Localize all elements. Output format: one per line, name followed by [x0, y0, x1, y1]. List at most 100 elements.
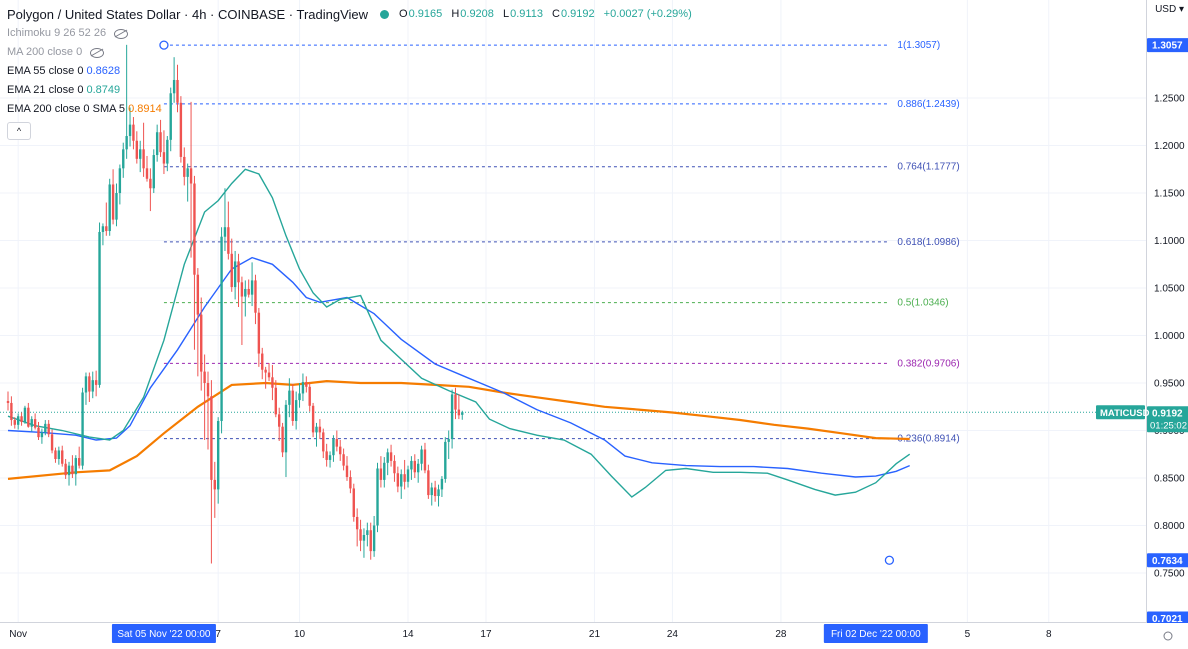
candle-body — [247, 288, 250, 295]
candle-body — [233, 261, 237, 288]
candle-body — [427, 470, 430, 496]
candle-body — [37, 427, 40, 438]
change-value: +0.0027 (+0.29%) — [603, 8, 692, 20]
candle-body — [332, 439, 335, 456]
candle-body — [115, 193, 118, 220]
close-value: 0.9192 — [560, 8, 595, 20]
legend-header: Polygon / United States Dollar · 4h · CO… — [7, 5, 698, 24]
time-tick-label: 21 — [589, 629, 601, 640]
candle-body — [40, 432, 44, 438]
candle-body — [345, 465, 349, 478]
indicator-ema200[interactable]: EMA 200 close 0 SMA 5 0.8914 — [7, 100, 698, 119]
currency-label: USD — [1155, 4, 1177, 15]
candle-body — [91, 380, 94, 392]
candle-body — [328, 455, 332, 460]
candle-body — [240, 282, 244, 297]
time-tick-label: 8 — [1046, 629, 1052, 640]
indicator-ema21[interactable]: EMA 21 close 0 0.8749 — [7, 81, 698, 100]
hidden-eye-icon[interactable] — [90, 47, 105, 58]
time-highlight-tag — [111, 624, 216, 643]
candle-body — [393, 460, 396, 474]
candle-body — [81, 392, 84, 466]
candle-body — [403, 474, 406, 482]
time-tick-label: Nov — [9, 629, 27, 640]
candle-body — [155, 132, 159, 156]
candle-body — [366, 530, 369, 535]
candle-body — [67, 465, 71, 476]
candle-body — [145, 168, 149, 179]
collapse-legend-button[interactable]: ^ — [7, 122, 31, 140]
candle-body — [186, 168, 189, 177]
high-key: H — [451, 8, 460, 20]
candle-body — [77, 458, 81, 466]
indicator-ma200[interactable]: MA 200 close 0 — [7, 43, 698, 62]
candle-body — [325, 451, 328, 460]
hidden-eye-icon[interactable] — [114, 28, 129, 39]
open-value: 0.9165 — [408, 8, 443, 20]
price-tag — [1147, 38, 1188, 53]
candle-body — [30, 419, 33, 427]
fib-level-label: 0.618(1.0986) — [897, 237, 959, 248]
candle-body — [16, 416, 20, 425]
candle-body — [122, 149, 125, 169]
chart-legend: Polygon / United States Dollar · 4h · CO… — [7, 5, 698, 140]
candle-body — [267, 372, 271, 378]
ema-line — [7, 379, 910, 480]
candle-body — [315, 426, 318, 433]
price-tag — [1147, 553, 1188, 568]
candle-body — [111, 184, 115, 220]
candle-body — [54, 450, 57, 459]
currency-selector[interactable]: USD ▾ — [1155, 4, 1184, 15]
time-tick-label: 17 — [480, 629, 492, 640]
symbol-title[interactable]: Polygon / United States Dollar · 4h · CO… — [7, 7, 369, 22]
candle-body — [88, 376, 91, 392]
candle-body — [159, 132, 162, 153]
candle-body — [410, 460, 413, 470]
candle-body — [179, 102, 183, 157]
candle-body — [125, 136, 128, 150]
candle-body — [257, 312, 261, 354]
last-price-label: 0.9192 — [1152, 408, 1183, 419]
time-tick-label: 10 — [294, 629, 306, 640]
candle-body — [135, 140, 139, 159]
candle-body — [230, 253, 233, 288]
candle-body — [6, 401, 10, 403]
candle-body — [261, 353, 264, 370]
candle-body — [84, 376, 88, 393]
candle-body — [166, 139, 169, 164]
price-tick-label: 1.2500 — [1154, 94, 1185, 105]
candle-body — [311, 405, 315, 433]
candle-body — [416, 463, 420, 473]
indicator-ichimoku[interactable]: Ichimoku 9 26 52 26 — [7, 24, 698, 43]
candle-body — [139, 149, 142, 159]
price-tick-label: 0.8500 — [1154, 473, 1185, 484]
price-tick-label: 1.1000 — [1154, 236, 1185, 247]
candle-body — [142, 149, 145, 169]
candle-body — [223, 227, 227, 237]
candle-body — [274, 387, 278, 415]
indicator-ma200-label: MA 200 close 0 — [7, 46, 83, 58]
candle-body — [362, 534, 366, 541]
candle-body — [149, 178, 152, 189]
candle-body — [196, 274, 200, 315]
time-tick-label: 7 — [215, 629, 221, 640]
candle-body — [454, 394, 457, 410]
candle-body — [57, 450, 61, 459]
high-value: 0.9208 — [460, 8, 494, 20]
candle-body — [33, 419, 37, 428]
candle-body — [352, 488, 355, 517]
candle-body — [298, 393, 301, 401]
candle-body — [50, 434, 54, 451]
candle-body — [27, 407, 30, 427]
candle-body — [213, 479, 216, 490]
candle-body — [13, 420, 16, 425]
candle-body — [294, 400, 298, 421]
candle-body — [406, 469, 410, 482]
low-value: 0.9113 — [510, 8, 543, 20]
candle-body — [20, 416, 23, 422]
low-key: L — [502, 8, 510, 20]
candle-body — [71, 465, 74, 475]
indicator-ema55[interactable]: EMA 55 close 0 0.8628 — [7, 62, 698, 81]
candle-body — [359, 529, 362, 541]
